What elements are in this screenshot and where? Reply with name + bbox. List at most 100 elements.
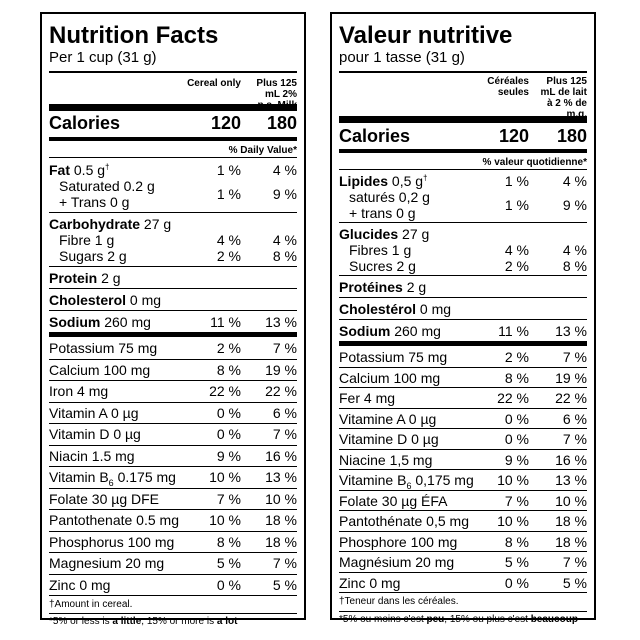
nutrient-label: Vitamin B6 0.175 mg (49, 469, 176, 488)
divider (49, 552, 297, 553)
vitamin-row: Magnésium 20 mg 5 % 7 % (339, 551, 587, 572)
nutrient-dv-with-milk: 7 % (272, 340, 297, 356)
nutrient-label: Vitamin D 0 µg (49, 426, 141, 442)
divider (339, 551, 587, 552)
saturated-dv-cereal: 1 % (504, 197, 529, 213)
fat-amount: 0,5 g (391, 173, 424, 189)
vitamin-row: Vitamin B6 0.175 mg 10 % 13 % (49, 466, 297, 488)
vitamin-row: Potassium 75 mg 2 % 7 % (49, 337, 297, 359)
carb-label-group: Carbohydrate 27 g (49, 216, 171, 232)
sodium-amount: 260 mg (394, 323, 441, 339)
divider (49, 466, 297, 467)
carb-label: Carbohydrate (49, 216, 141, 232)
sodium-label: Sodium (49, 314, 101, 330)
divider (339, 571, 587, 573)
divider (339, 530, 587, 532)
daily-value-header: % valeur quotidienne* (482, 157, 587, 168)
nutrient-dv-with-milk: 22 % (265, 383, 297, 399)
fat-label-group: Fat 0.5 g† (49, 162, 109, 178)
nutrient-dv-cereal: 10 % (209, 469, 241, 485)
nutrient-dv-with-milk: 18 % (555, 533, 587, 550)
divider (339, 489, 587, 491)
fat-dv-cereal: 1 % (216, 162, 241, 178)
divider (49, 288, 297, 289)
carb-label: Glucides (339, 226, 399, 242)
divider (49, 266, 297, 267)
sugars-dv-cereal: 2 % (216, 248, 241, 264)
divider (49, 444, 297, 446)
divider (49, 310, 297, 311)
divider (49, 401, 297, 403)
vitamin-row: Vitamine B6 0,175 mg 10 % 13 % (339, 469, 587, 490)
divider (339, 469, 587, 470)
nutrient-dv-with-milk: 7 % (562, 554, 587, 570)
footnote-lot: a lot (216, 616, 238, 627)
nutrient-dv-with-milk: 18 % (265, 512, 297, 528)
nutrient-label: Folate 30 µg DFE (49, 490, 160, 507)
divider (49, 530, 297, 532)
divider (339, 71, 587, 73)
trans-label: + trans 0 g (349, 205, 416, 221)
fat-row: Fat 0.5 g† 1 % 4 % Saturated 0.2 g + Tra… (49, 159, 297, 211)
vitamin-row: Zinc 0 mg 0 % 5 % (339, 572, 587, 593)
divider (49, 509, 297, 510)
nutrient-dv-with-milk: 16 % (555, 451, 587, 468)
nutrient-dv-cereal: 7 % (216, 490, 241, 507)
fat-label: Fat (49, 162, 70, 178)
divider (339, 222, 587, 223)
sodium-label-group: Sodium 260 mg (49, 314, 151, 330)
fat-dv-with-milk: 4 % (272, 162, 297, 178)
divider (339, 611, 587, 612)
divider (49, 358, 297, 360)
nutrient-dv-cereal: 10 % (209, 512, 241, 528)
nutrient-label: Zinc 0 mg (49, 576, 111, 593)
nutrient-dv-cereal: 8 % (216, 361, 241, 378)
nutrient-dv-with-milk: 16 % (265, 447, 297, 464)
vitamin-row: Potassium 75 mg 2 % 7 % (339, 346, 587, 367)
nutrient-dv-cereal: 7 % (504, 492, 529, 509)
calories-label: Calories (339, 126, 411, 146)
divider (49, 157, 297, 158)
nutrient-dv-cereal: 8 % (504, 533, 529, 550)
nutrient-dv-with-milk: 7 % (272, 426, 297, 442)
nutrient-label: Folate 30 µg ÉFA (339, 492, 448, 509)
protein-row: Protein 2 g (49, 267, 297, 288)
footnote-prefix: *5% ou moins c'est (339, 614, 427, 625)
thick-divider (49, 104, 297, 111)
nutrient-dv-cereal: 0 % (216, 404, 241, 421)
fat-label: Lipides (339, 173, 389, 189)
nutrient-label: Iron 4 mg (49, 383, 109, 399)
calories-label: Calories (49, 113, 121, 133)
nutrient-dv-with-milk: 19 % (265, 361, 297, 378)
chol-label-group: Cholestérol 0 mg (339, 301, 451, 317)
vitamin-row: Magnesium 20 mg 5 % 7 % (49, 552, 297, 574)
vitamin-row: Folate 30 µg ÉFA 7 % 10 % (339, 490, 587, 511)
sugars-dv-with-milk: 8 % (562, 258, 587, 274)
thick-divider (49, 332, 297, 337)
panel-title: Valeur nutritive (339, 22, 513, 49)
nutrient-dv-cereal: 2 % (504, 349, 529, 365)
nutrient-label: Phosphore 100 mg (339, 533, 458, 550)
footnote-daily-value: *5% or less is a little, 15% or more is … (49, 616, 237, 627)
vitamin-row: Vitamine A 0 µg 0 % 6 % (339, 408, 587, 429)
carb-label-group: Glucides 27 g (339, 226, 429, 242)
column-header-with-milk: Plus 125 mL de lait à 2 % de m.g. (540, 76, 588, 120)
carb-amount: 27 g (143, 216, 172, 232)
sugars-dv-cereal: 2 % (504, 258, 529, 274)
fibre-dv-cereal: 4 % (216, 232, 241, 248)
protein-label-group: Protéines 2 g (339, 279, 426, 295)
nutrient-label: Vitamine A 0 µg (339, 410, 437, 427)
calories-with-milk: 180 (556, 126, 587, 146)
nutrient-dv-with-milk: 22 % (555, 390, 587, 406)
nutrient-dv-cereal: 0 % (504, 410, 529, 427)
cholesterol-label: Cholesterol (49, 292, 127, 308)
nutrient-dv-with-milk: 7 % (562, 349, 587, 365)
divider (339, 592, 587, 593)
nutrient-label: Calcium 100 mg (49, 361, 151, 378)
sodium-dv-cereal: 11 % (498, 323, 529, 339)
calories-row: Calories 120 180 (49, 111, 297, 135)
nutrient-dv-cereal: 0 % (504, 574, 529, 591)
footnote-prefix: *5% or less is (49, 616, 113, 627)
footnote-daily-value: *5% ou moins c'est peu, 15% ou plus c'es… (339, 614, 578, 625)
vitamin-row: Fer 4 mg 22 % 22 % (339, 387, 587, 408)
